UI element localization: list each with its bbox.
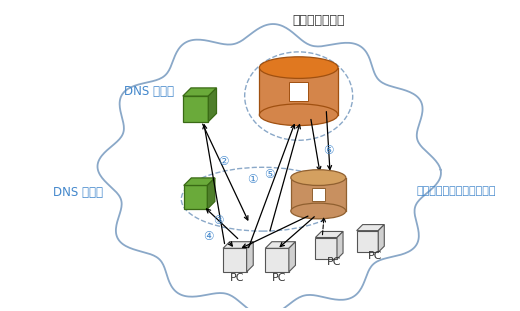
Polygon shape <box>223 242 253 248</box>
Text: PC: PC <box>229 273 244 283</box>
Polygon shape <box>183 88 216 96</box>
Text: ③: ③ <box>213 214 224 227</box>
Polygon shape <box>378 225 384 252</box>
Ellipse shape <box>291 170 346 185</box>
Polygon shape <box>209 88 216 122</box>
Polygon shape <box>207 178 215 209</box>
Polygon shape <box>246 242 253 272</box>
Polygon shape <box>265 242 295 248</box>
Polygon shape <box>259 67 338 115</box>
Polygon shape <box>316 238 337 259</box>
Text: DNS サーバ: DNS サーバ <box>53 186 103 199</box>
Polygon shape <box>265 248 289 272</box>
Text: DNS サーバ: DNS サーバ <box>124 85 174 98</box>
Text: プロキシ（スプリッター）: プロキシ（スプリッター） <box>417 186 496 196</box>
Polygon shape <box>357 231 378 252</box>
Text: ①: ① <box>248 173 258 186</box>
Polygon shape <box>316 231 343 238</box>
Polygon shape <box>184 185 207 209</box>
FancyBboxPatch shape <box>289 82 308 100</box>
Text: ⑤: ⑤ <box>264 168 275 181</box>
Polygon shape <box>337 231 343 259</box>
Text: PC: PC <box>327 257 341 267</box>
Polygon shape <box>183 96 209 122</box>
Text: 動画配信サーバ: 動画配信サーバ <box>292 14 345 27</box>
Polygon shape <box>291 178 346 211</box>
Text: ④: ④ <box>203 230 214 243</box>
Ellipse shape <box>259 104 338 126</box>
Polygon shape <box>184 178 215 185</box>
Polygon shape <box>289 242 295 272</box>
Ellipse shape <box>259 57 338 78</box>
Polygon shape <box>223 248 246 272</box>
Text: ②: ② <box>218 156 228 168</box>
Text: PC: PC <box>368 251 383 261</box>
Polygon shape <box>357 225 384 231</box>
Text: PC: PC <box>272 273 287 283</box>
Text: ⑥: ⑥ <box>323 144 333 157</box>
Ellipse shape <box>291 203 346 219</box>
FancyBboxPatch shape <box>311 188 325 201</box>
